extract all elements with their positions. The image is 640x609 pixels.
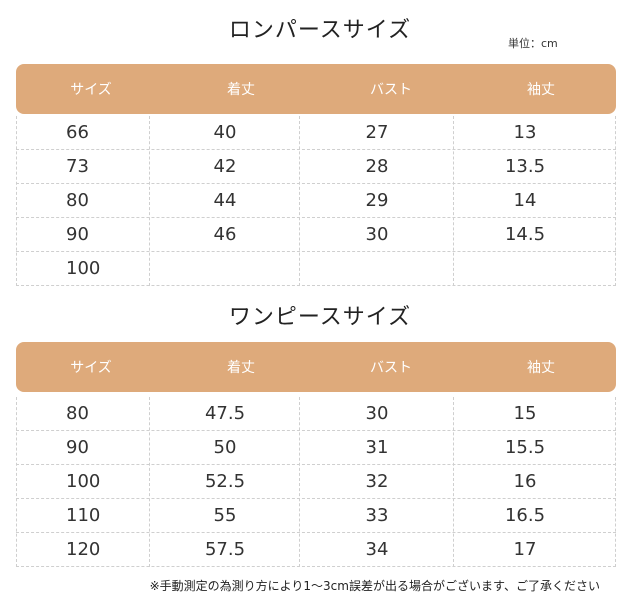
sleeve-cell: 14.5 xyxy=(504,224,546,245)
length-cell xyxy=(150,252,300,285)
header-bust: バスト xyxy=(370,360,412,376)
table-row: 66 40 27 13 xyxy=(16,116,616,150)
size-cell: 90 xyxy=(66,437,89,458)
bust-cell: 31 xyxy=(365,437,389,458)
sleeve-cell: 15 xyxy=(513,403,537,424)
bust-cell: 29 xyxy=(365,190,389,211)
column-divider xyxy=(299,116,300,286)
bust-cell: 34 xyxy=(365,539,389,560)
table-border-left xyxy=(16,116,17,286)
column-divider xyxy=(453,397,454,567)
header-sleeve: 袖丈 xyxy=(527,360,555,376)
length-cell: 52.5 xyxy=(204,471,246,492)
onepiece-title: ワンピースサイズ xyxy=(228,305,412,330)
column-divider xyxy=(149,397,150,567)
table-row: 90 46 30 14.5 xyxy=(16,218,616,252)
column-divider xyxy=(149,116,150,286)
table-border-left xyxy=(16,397,17,567)
table-border-right xyxy=(615,116,616,286)
table-row: 100 xyxy=(16,252,616,286)
header-size: サイズ xyxy=(70,82,112,98)
length-cell: 50 xyxy=(213,437,237,458)
length-cell: 47.5 xyxy=(204,403,246,424)
length-cell: 55 xyxy=(213,505,237,526)
sleeve-cell xyxy=(450,252,600,285)
header-length: 着丈 xyxy=(227,360,255,376)
size-cell: 80 xyxy=(66,403,89,424)
bust-cell xyxy=(302,252,452,285)
column-divider xyxy=(299,397,300,567)
onepiece-table-body: 80 47.5 30 15 90 50 31 15.5 100 52.5 32 … xyxy=(16,397,616,567)
size-cell: 80 xyxy=(66,190,89,211)
unit-label: 単位：cm xyxy=(508,37,558,50)
column-divider xyxy=(453,116,454,286)
length-cell: 42 xyxy=(213,156,237,177)
bust-cell: 28 xyxy=(365,156,389,177)
length-cell: 40 xyxy=(213,122,237,143)
size-cell: 73 xyxy=(66,156,89,177)
length-cell: 46 xyxy=(213,224,237,245)
table-border-right xyxy=(615,397,616,567)
table-row: 80 44 29 14 xyxy=(16,184,616,218)
sleeve-cell: 17 xyxy=(513,539,537,560)
table-row: 73 42 28 13.5 xyxy=(16,150,616,184)
header-size: サイズ xyxy=(70,360,112,376)
header-length: 着丈 xyxy=(227,82,255,98)
size-cell: 66 xyxy=(66,122,89,143)
bust-cell: 33 xyxy=(365,505,389,526)
sleeve-cell: 16.5 xyxy=(504,505,546,526)
header-bust: バスト xyxy=(370,82,412,98)
header-sleeve: 袖丈 xyxy=(527,82,555,98)
sleeve-cell: 16 xyxy=(513,471,537,492)
bust-cell: 27 xyxy=(365,122,389,143)
size-cell: 110 xyxy=(66,505,101,526)
table-row: 110 55 33 16.5 xyxy=(16,499,616,533)
romper-table-body: 66 40 27 13 73 42 28 13.5 80 44 29 14 90… xyxy=(16,116,616,286)
length-cell: 57.5 xyxy=(204,539,246,560)
table-row: 100 52.5 32 16 xyxy=(16,465,616,499)
sleeve-cell: 13.5 xyxy=(504,156,546,177)
bust-cell: 32 xyxy=(365,471,389,492)
size-cell: 100 xyxy=(66,471,101,492)
onepiece-table-header: サイズ 着丈 バスト 袖丈 xyxy=(16,342,616,392)
table-row: 80 47.5 30 15 xyxy=(16,397,616,431)
size-cell: 120 xyxy=(66,539,101,560)
sleeve-cell: 13 xyxy=(513,122,537,143)
measurement-note: ※手動測定の為測り方により1〜3cm誤差が出る場合がございます、ご了承ください xyxy=(149,579,600,593)
bust-cell: 30 xyxy=(365,403,389,424)
romper-table-header: サイズ 着丈 バスト 袖丈 xyxy=(16,64,616,114)
length-cell: 44 xyxy=(213,190,237,211)
bust-cell: 30 xyxy=(365,224,389,245)
size-cell: 100 xyxy=(66,258,101,279)
sleeve-cell: 15.5 xyxy=(504,437,546,458)
romper-title: ロンパースサイズ xyxy=(228,18,412,43)
sleeve-cell: 14 xyxy=(513,190,537,211)
table-row: 90 50 31 15.5 xyxy=(16,431,616,465)
size-cell: 90 xyxy=(66,224,89,245)
table-row: 120 57.5 34 17 xyxy=(16,533,616,567)
